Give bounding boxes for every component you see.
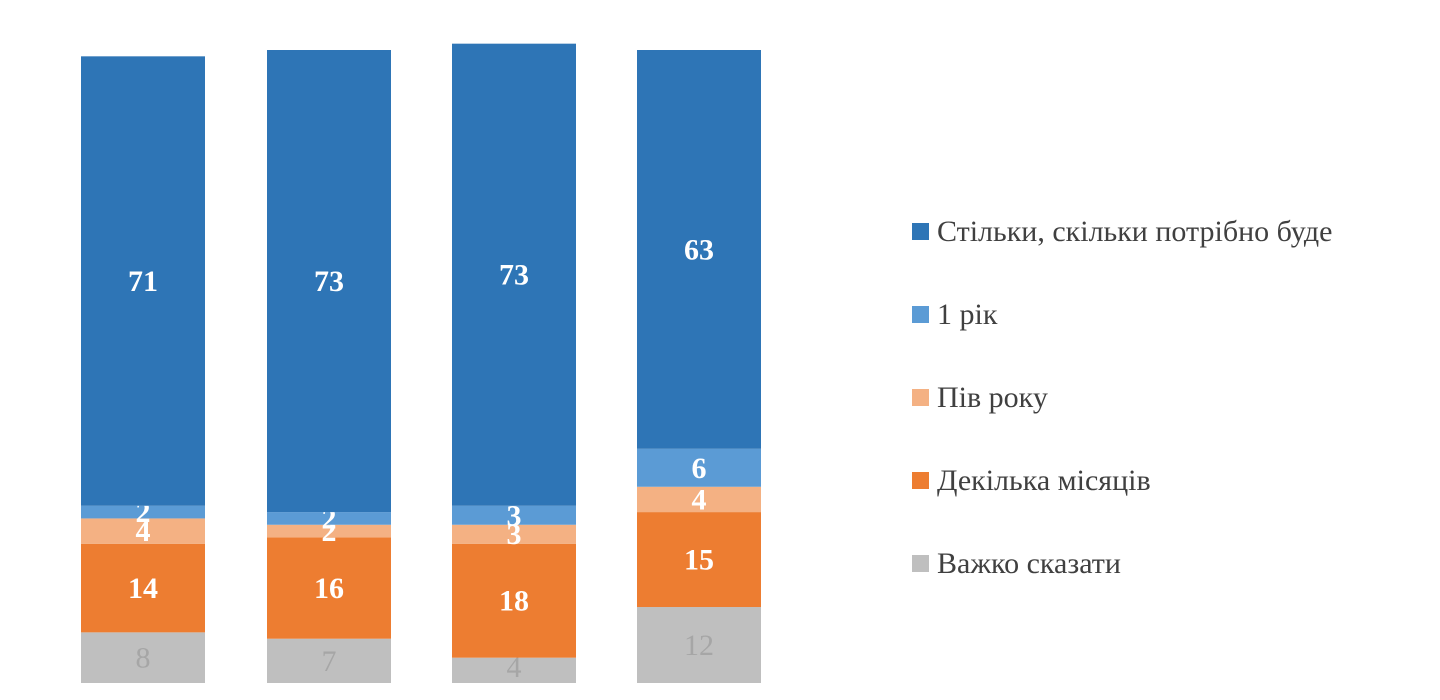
bar-segment-1-series-5	[81, 56, 205, 506]
bar-segment-2-series-2	[267, 537, 391, 639]
legend-item-5: Важко сказати	[912, 522, 1432, 605]
legend-swatch	[912, 306, 929, 323]
legend-swatch	[912, 555, 929, 572]
data-label-3-series-1: 4	[507, 651, 522, 684]
legend-label: Пів року	[937, 380, 1048, 414]
legend-item-3: Пів року	[912, 356, 1432, 439]
data-label-3-series-4: 3	[507, 499, 522, 532]
data-label-3-series-5: 73	[499, 259, 529, 292]
bar-segment-4-series-3	[637, 486, 761, 513]
bar-segment-2-series-3	[267, 524, 391, 538]
bar-segment-1-series-2	[81, 543, 205, 633]
bar-segment-2-series-4	[267, 512, 391, 525]
bar-segment-4-series-4	[637, 448, 761, 487]
legend-swatch	[912, 223, 929, 240]
data-label-4-series-4: 6	[692, 452, 707, 485]
data-label-4-series-1: 12	[684, 629, 714, 662]
data-label-1-series-5: 71	[128, 265, 158, 298]
data-label-4-series-5: 63	[684, 233, 714, 266]
bar-segment-2-series-5	[267, 50, 391, 513]
data-label-1-series-1: 8	[136, 642, 151, 675]
data-label-4-series-3: 4	[692, 483, 707, 516]
data-label-2-series-1: 7	[322, 645, 337, 678]
legend-item-1: Стільки, скільки потрібно буде	[912, 190, 1432, 273]
bar-segment-3-series-5	[452, 43, 576, 506]
legend-swatch	[912, 472, 929, 489]
data-label-1-series-3: 4	[136, 515, 151, 548]
bar-segment-2-series-1	[267, 638, 391, 683]
legend-label: Важко сказати	[937, 546, 1121, 580]
data-label-2-series-2: 16	[314, 572, 344, 605]
bar-segment-3-series-1	[452, 657, 576, 683]
bar-segment-1-series-1	[81, 632, 205, 683]
data-label-1-series-2: 14	[128, 572, 158, 605]
data-label-3-series-2: 18	[499, 585, 529, 618]
data-label-2-series-5: 73	[314, 265, 344, 298]
data-label-4-series-2: 15	[684, 544, 714, 577]
bar-segment-3-series-4	[452, 505, 576, 525]
bar-segment-4-series-2	[637, 512, 761, 608]
bar-segment-1-series-4	[81, 505, 205, 519]
legend-label: Стільки, скільки потрібно буде	[937, 214, 1333, 248]
legend-item-2: 1 рік	[912, 273, 1432, 356]
legend-swatch	[912, 389, 929, 406]
legend-label: 1 рік	[937, 297, 998, 331]
legend-label: Декілька місяців	[937, 463, 1151, 497]
bar-segment-3-series-2	[452, 543, 576, 658]
legend-item-4: Декілька місяців	[912, 439, 1432, 522]
chart-legend: Стільки, скільки потрібно буде 1 рік Пів р…	[912, 190, 1432, 605]
bar-segment-4-series-5	[637, 50, 761, 449]
bar-segment-4-series-1	[637, 607, 761, 683]
data-label-3-series-3: 3	[507, 518, 522, 551]
bar-segment-1-series-3	[81, 518, 205, 544]
bar-segment-3-series-3	[452, 524, 576, 544]
